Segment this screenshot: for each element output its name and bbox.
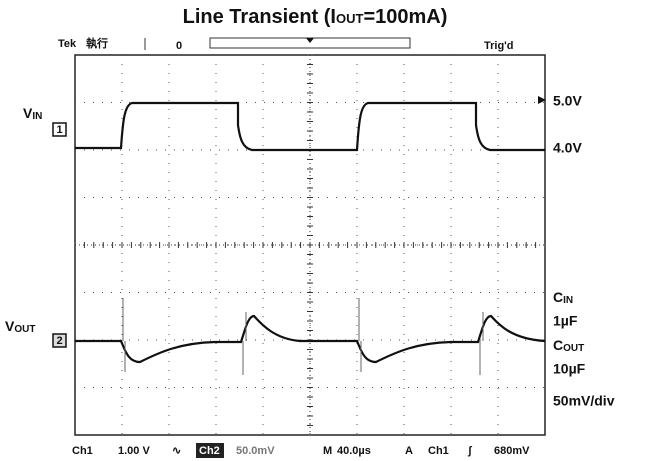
- cout-value: 10µF: [553, 361, 586, 377]
- vin-channel: 1: [56, 124, 62, 136]
- oscilloscope-capture: Line Transient (IOUT=100mA) Tek 執行 0 Tri…: [0, 0, 645, 461]
- vin-high: 5.0V: [553, 93, 582, 109]
- vout-channel: 2: [56, 335, 62, 347]
- trigger-level: 680mV: [494, 445, 530, 457]
- cout-sub: OUT: [563, 343, 584, 354]
- trigger-status: Trig'd: [484, 40, 514, 52]
- vin-trace: [75, 103, 545, 150]
- ch2-scale: 50.0mV: [236, 445, 275, 457]
- time-scale: 40.0µs: [337, 445, 371, 457]
- trigger-slope: ʃ: [467, 445, 473, 457]
- vin-sub: IN: [32, 111, 42, 122]
- ch1-scale: 1.00 V: [118, 445, 150, 457]
- trigger-label: A: [405, 445, 413, 457]
- vout-label: VOUT: [5, 318, 35, 335]
- title-sub: OUT: [336, 11, 364, 26]
- vout-spikes: [123, 298, 483, 375]
- trigger-source: Ch1: [428, 445, 449, 457]
- title-suffix: =100mA): [363, 6, 447, 28]
- title: Line Transient (IOUT=100mA): [183, 6, 448, 28]
- ch1: Ch1: [72, 445, 93, 457]
- cout-label: COUT: [553, 337, 584, 354]
- run-state: 執行: [86, 36, 108, 50]
- ch1-coupling: ∿: [172, 445, 181, 457]
- ch2: Ch2: [199, 445, 220, 457]
- title-prefix: Line Transient (I: [183, 6, 336, 28]
- cin-label: CIN: [553, 289, 573, 306]
- vout-sub: OUT: [14, 324, 35, 335]
- cin-sub: IN: [563, 295, 573, 306]
- cin-main: C: [553, 289, 563, 305]
- time-label: M: [323, 445, 332, 457]
- cout-main: C: [553, 337, 563, 353]
- vout-scale: 50mV/div: [553, 393, 615, 409]
- vin-low: 4.0V: [553, 140, 582, 156]
- trigger-marker: 0: [176, 40, 182, 52]
- cin-value: 1µF: [553, 313, 578, 329]
- trigger-position: [306, 38, 314, 43]
- graticule: [75, 55, 545, 435]
- brand: Tek: [58, 38, 77, 50]
- vin-label: VIN: [23, 105, 42, 122]
